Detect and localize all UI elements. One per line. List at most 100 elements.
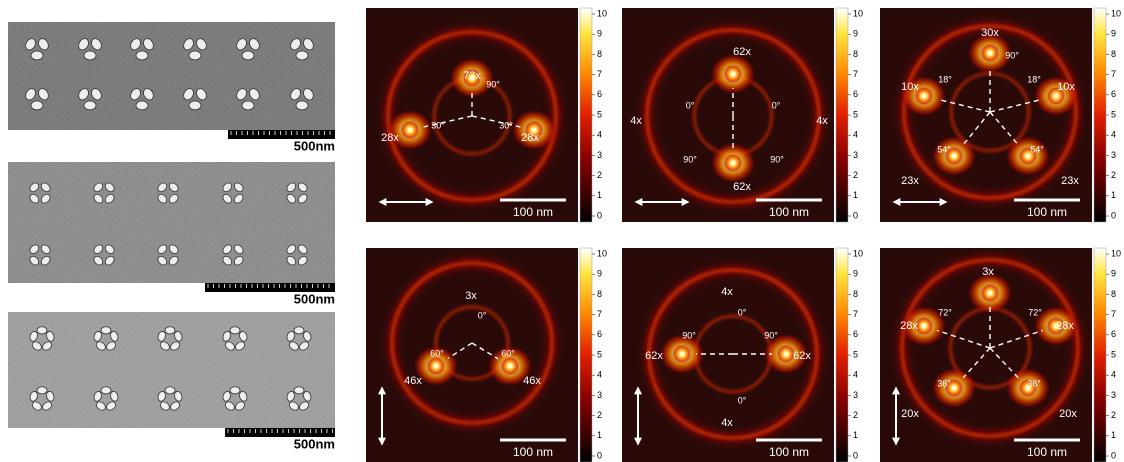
- nanoparticle: [84, 51, 96, 60]
- angle-label: 30°: [431, 120, 445, 130]
- hot-spot: [427, 357, 445, 375]
- angle-label: 90°: [683, 154, 697, 164]
- angle-label: 0°: [686, 100, 695, 110]
- colorbar-tick-label: 4: [853, 130, 858, 140]
- colorbar: [1094, 8, 1106, 222]
- nanoparticle: [84, 101, 96, 110]
- colorbar-tick-label: 10: [853, 248, 863, 258]
- colorbar-tick-label: 2: [853, 170, 858, 180]
- nanoparticle: [101, 387, 111, 394]
- colorbar-tick-label: 9: [853, 29, 858, 39]
- colorbar-tick-label: 10: [1111, 8, 1121, 18]
- colorbar-tick-label: 3: [1111, 390, 1116, 400]
- angle-label: 30°: [499, 120, 513, 130]
- hot-spot: [724, 65, 742, 83]
- nanoparticle: [165, 387, 175, 394]
- colorbar-tick-label: 6: [597, 89, 602, 99]
- enhancement-label: 30x: [981, 27, 999, 39]
- figure: 500nm500nm500nm73x90°30°30°28x28x100 nm0…: [0, 0, 1124, 462]
- enhancement-label: 28x: [900, 320, 918, 332]
- colorbar-tick-label: 1: [853, 190, 858, 200]
- nanoparticle: [242, 101, 254, 110]
- hot-spot: [981, 284, 999, 302]
- colorbar-tick-label: 6: [1111, 89, 1116, 99]
- scale-bar-label: 100 nm: [1027, 445, 1067, 459]
- colorbar-tick-label: 5: [597, 109, 602, 119]
- colorbar-tick-label: 2: [597, 170, 602, 180]
- field-map: 30x90°18°18°10x10x54°54°23x23x100 nm: [880, 8, 1092, 222]
- colorbar-tick-label: 9: [1111, 269, 1116, 279]
- colorbar-tick-label: 0: [853, 210, 858, 220]
- enhancement-label: 20x: [1059, 408, 1077, 420]
- enhancement-label: 46x: [404, 375, 422, 387]
- colorbar-tick-label: 0: [597, 450, 602, 460]
- enhancement-label: 3x: [465, 290, 477, 302]
- colorbar-tick-label: 1: [597, 190, 602, 200]
- field-map: 62x0°0°4x4x90°90°62x100 nm: [622, 8, 834, 222]
- angle-label: 18°: [1027, 74, 1041, 84]
- colorbar-tick-label: 4: [853, 370, 858, 380]
- field-map: 3x28x72°72°28x36°36°20x20x100 nm: [880, 248, 1092, 462]
- nanoparticle: [37, 327, 47, 334]
- colorbar-tick-label: 1: [1111, 190, 1116, 200]
- angle-label: 60°: [430, 348, 444, 358]
- nanoparticle: [31, 51, 43, 60]
- nanoparticle: [31, 101, 43, 110]
- angle-label: 0°: [738, 395, 747, 405]
- colorbar-tick-label: 1: [853, 430, 858, 440]
- sem-panel: 500nm: [8, 22, 335, 153]
- colorbar-tick-label: 10: [597, 248, 607, 258]
- nanoparticle: [230, 387, 240, 394]
- colorbar: [580, 248, 592, 462]
- colorbar-tick-label: 7: [597, 309, 602, 319]
- colorbar-tick-label: 0: [1111, 210, 1116, 220]
- colorbar-tick-label: 8: [853, 289, 858, 299]
- angle-label: 72°: [938, 307, 952, 317]
- nanoparticle: [242, 51, 254, 60]
- sem-noise: [8, 22, 335, 130]
- scale-bar-label: 100 nm: [1027, 205, 1067, 219]
- hot-spot: [724, 154, 742, 172]
- hot-spot: [981, 44, 999, 62]
- hot-spot: [501, 357, 519, 375]
- enhancement-label: 46x: [523, 375, 541, 387]
- nanoparticle: [136, 51, 148, 60]
- colorbar-tick-label: 4: [1111, 130, 1116, 140]
- colorbar-tick-label: 8: [853, 49, 858, 59]
- colorbar-tick-label: 9: [853, 269, 858, 279]
- colorbar-tick-label: 5: [1111, 109, 1116, 119]
- angle-label: 36°: [1027, 378, 1041, 388]
- colorbar-tick-label: 1: [597, 430, 602, 440]
- colorbar-tick-label: 0: [1111, 450, 1116, 460]
- colorbar-tick-label: 6: [597, 329, 602, 339]
- scale-bar-label: 100 nm: [769, 205, 809, 219]
- colorbar-tick-label: 10: [1111, 248, 1121, 258]
- field-map: 3x0°60°60°46x46x100 nm: [366, 248, 578, 462]
- colorbar: [580, 8, 592, 222]
- enhancement-label: 10x: [1057, 81, 1075, 93]
- scale-bar-label: 500nm: [294, 436, 335, 451]
- nanoparticle: [165, 327, 175, 334]
- colorbar-tick-label: 6: [853, 89, 858, 99]
- angle-label: 90°: [486, 79, 500, 89]
- scale-bar-label: 500nm: [294, 138, 335, 153]
- angle-label: 18°: [938, 74, 952, 84]
- colorbar-tick-label: 7: [853, 69, 858, 79]
- colorbar-tick-label: 0: [597, 210, 602, 220]
- colorbar-tick-label: 3: [853, 390, 858, 400]
- enhancement-label: 4x: [630, 115, 642, 127]
- angle-label: 0°: [478, 310, 487, 320]
- colorbar-tick-label: 5: [597, 349, 602, 359]
- angle-label: 0°: [738, 307, 747, 317]
- colorbar-tick-label: 3: [1111, 150, 1116, 160]
- colorbar-tick-label: 10: [853, 8, 863, 18]
- angle-label: 54°: [937, 144, 951, 154]
- colorbar-tick-label: 3: [597, 150, 602, 160]
- nanoparticle: [296, 101, 308, 110]
- sem-panel: 500nm: [8, 312, 335, 451]
- colorbar-tick-label: 7: [1111, 309, 1116, 319]
- enhancement-label: 10x: [901, 81, 919, 93]
- colorbar: [836, 248, 848, 462]
- enhancement-label: 28x: [1056, 320, 1074, 332]
- colorbar-tick-label: 3: [597, 390, 602, 400]
